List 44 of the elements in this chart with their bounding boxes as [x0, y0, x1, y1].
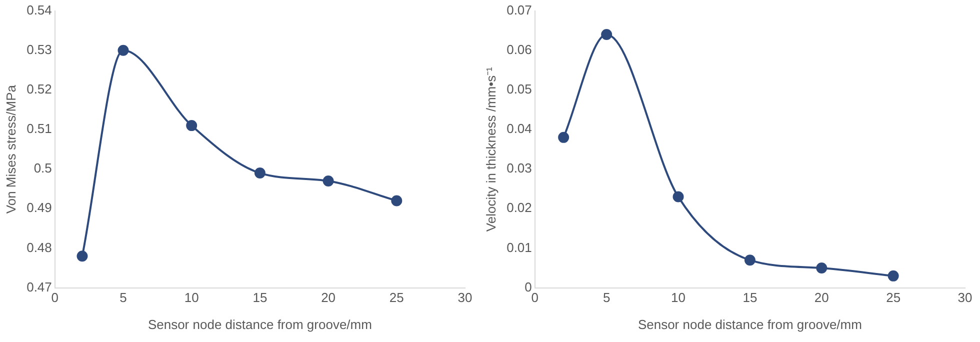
y-tick-label: 0.53 — [26, 42, 52, 57]
point — [186, 120, 198, 132]
x-tick-label: 15 — [252, 290, 268, 306]
x-tick-label: 10 — [184, 290, 199, 306]
x-tick-label: 25 — [389, 290, 404, 306]
point — [672, 191, 684, 202]
x-tick-label: 20 — [814, 290, 829, 306]
y-axis-title: Von Mises stress/MPa — [3, 84, 18, 214]
point — [744, 254, 756, 266]
y-tick-label: 0.5 — [34, 160, 52, 176]
x-tick-label: 5 — [602, 290, 610, 306]
point — [254, 168, 266, 179]
x-tick-label: 10 — [671, 290, 686, 306]
y-tick-label: 0.02 — [506, 200, 532, 216]
point — [76, 250, 88, 262]
y-tick-label: 0.05 — [506, 82, 532, 97]
point — [888, 270, 899, 282]
y-tick-label: 0 — [524, 279, 532, 294]
point — [816, 262, 828, 274]
x-tick-label: 30 — [958, 290, 972, 306]
y-tick-label: 0.51 — [26, 121, 52, 136]
point — [118, 44, 129, 56]
y-tick-label: 0.48 — [26, 240, 52, 255]
y-tick-label: 0.49 — [26, 200, 52, 216]
x-axis-title: Sensor node distance from groove/mm — [148, 316, 372, 332]
y-tick-label: 0.04 — [506, 121, 532, 136]
point — [558, 132, 570, 143]
point — [391, 195, 402, 206]
point — [601, 29, 612, 40]
y-tick-label: 0.01 — [506, 240, 532, 255]
point — [322, 175, 334, 186]
y-axis-title: Velocity in thickness /mm•s⁻¹ — [483, 66, 498, 232]
y-tick-label: 0.07 — [506, 2, 532, 18]
x-tick-label: 5 — [120, 290, 127, 306]
x-tick-label: 25 — [886, 290, 901, 306]
x-tick-label: 15 — [742, 290, 758, 306]
x-tick-label: 20 — [321, 290, 336, 306]
y-tick-label: 0.52 — [26, 82, 52, 97]
y-tick-label: 0.54 — [26, 2, 52, 18]
y-tick-label: 0.47 — [26, 279, 52, 294]
y-tick-label: 0.03 — [506, 160, 532, 176]
x-tick-label: 30 — [458, 290, 472, 306]
x-axis-title: Sensor node distance from groove/mm — [638, 316, 862, 332]
y-tick-label: 0.06 — [506, 42, 532, 57]
